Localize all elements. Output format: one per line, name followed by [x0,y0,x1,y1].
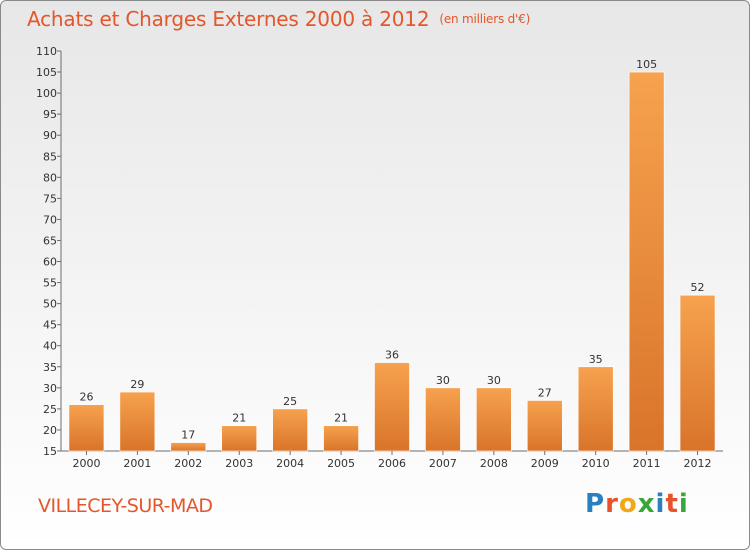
y-tick-label: 50 [43,298,57,311]
x-tick-label: 2000 [72,457,100,470]
bar-value-label: 52 [691,281,705,294]
x-tick-label: 2011 [633,457,661,470]
y-tick-label: 35 [43,361,57,374]
x-tick-label: 2006 [378,457,406,470]
y-tick-label: 110 [36,45,57,58]
bar [119,391,156,452]
bar-value-label: 30 [487,374,501,387]
y-tick-label: 40 [43,340,57,353]
y-tick-label: 70 [43,213,57,226]
y-tick-label: 100 [36,87,57,100]
y-tick-label: 65 [43,234,57,247]
commune-name: VILLECEY-SUR-MAD [38,495,213,517]
x-tick-label: 2005 [327,457,355,470]
bar-value-label: 21 [334,412,348,425]
y-tick-label: 15 [43,445,57,458]
chart-title-row: Achats et Charges Externes 2000 à 2012 (e… [27,7,530,31]
x-tick-label: 2004 [276,457,304,470]
y-tick-label: 45 [43,319,57,332]
y-tick-label: 55 [43,277,57,290]
x-tick-label: 2007 [429,457,457,470]
y-tick-label: 85 [43,150,57,163]
x-tick-label: 2008 [480,457,508,470]
y-tick-label: 25 [43,403,57,416]
y-tick-label: 75 [43,192,57,205]
bar [679,294,716,452]
bar-value-label: 27 [538,386,552,399]
y-tick-label: 20 [43,424,57,437]
x-tick-label: 2001 [123,457,151,470]
bar-value-label: 29 [130,378,144,391]
y-tick-label: 80 [43,171,57,184]
bar-value-label: 36 [385,349,399,362]
bar-value-label: 30 [436,374,450,387]
bar-value-label: 25 [283,395,297,408]
bar [323,425,359,452]
bar [526,400,563,452]
y-tick-label: 95 [43,108,57,121]
bar [68,404,105,452]
chart-title: Achats et Charges Externes 2000 à 2012 [27,7,430,31]
y-tick-label: 90 [43,129,57,142]
bar-value-label: 35 [589,353,603,366]
x-tick-label: 2009 [531,457,559,470]
x-tick-label: 2003 [225,457,253,470]
bar [577,366,614,452]
bar-value-label: 17 [181,429,195,442]
bar [221,425,258,452]
bar [272,408,308,452]
chart-unit: (en milliers d'€) [439,12,531,26]
proxiti-logo: Proxiti [585,489,689,519]
bar [476,387,512,452]
bar-value-label: 26 [79,391,93,404]
bar-value-label: 21 [232,412,246,425]
bar [628,71,665,452]
x-tick-label: 2010 [582,457,610,470]
bar [374,362,410,452]
bar-value-label: 105 [636,58,657,71]
bar [170,442,207,452]
bar [425,387,461,452]
x-tick-label: 2012 [684,457,712,470]
y-tick-label: 60 [43,256,57,269]
y-tick-label: 30 [43,382,57,395]
y-tick-label: 105 [36,66,57,79]
x-tick-label: 2002 [174,457,202,470]
